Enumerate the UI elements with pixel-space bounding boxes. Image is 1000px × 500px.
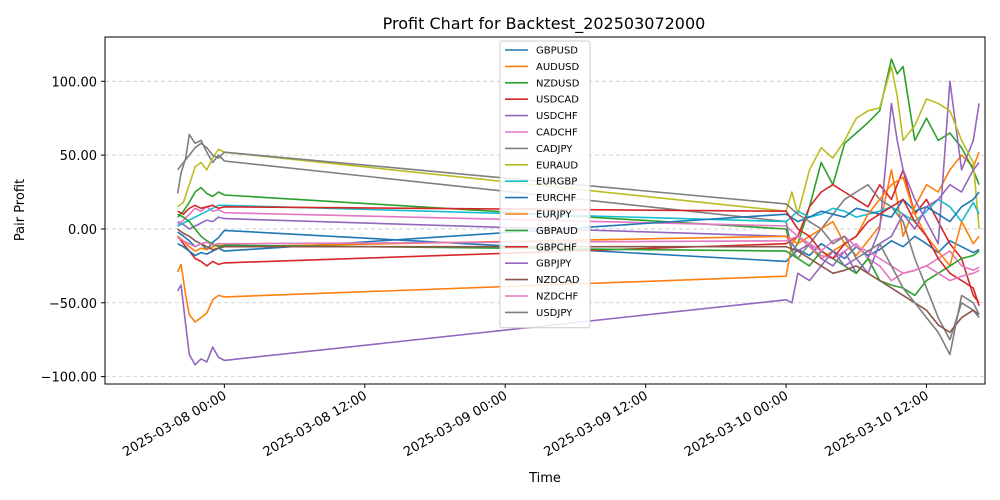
legend-label: GBPAUD <box>536 226 578 237</box>
series-line-usdjpy <box>176 142 980 356</box>
legend-label: NZDCHF <box>536 292 579 303</box>
legend-label: USDJPY <box>536 308 573 319</box>
legend-box <box>499 40 591 329</box>
legend-label: GBPUSD <box>536 46 578 57</box>
y-tick-label: 0.00 <box>68 223 97 238</box>
y-tick-label: −50.00 <box>49 297 97 312</box>
y-tick-label: 50.00 <box>60 149 97 164</box>
legend-label: EURAUD <box>536 160 578 171</box>
legend-label: CADJPY <box>536 144 573 155</box>
legend-label: CADCHF <box>536 128 578 139</box>
series-layer <box>176 58 980 366</box>
legend-label: EURJPY <box>536 210 572 221</box>
series-line-usdcad <box>176 169 980 304</box>
legend-label: EURGBP <box>536 177 577 188</box>
series-line-euraud <box>177 65 980 230</box>
series-line-eurjpy <box>177 176 980 267</box>
series-line-eurgbp <box>177 198 980 227</box>
legend-label: EURCHF <box>536 193 577 204</box>
axes-frame <box>104 36 986 385</box>
legend-label: AUDUSD <box>536 62 580 73</box>
series-line-nzdcad <box>177 228 980 334</box>
chart-title: Profit Chart for Backtest_202503072000 <box>383 14 706 34</box>
legend-label: NZDUSD <box>536 78 580 89</box>
y-axis-label: Pair Profit <box>13 179 28 241</box>
legend-label: GBPJPY <box>536 259 572 270</box>
x-axis-label: Time <box>528 471 561 486</box>
plot-area <box>176 58 980 366</box>
series-line-gbpchf <box>177 198 980 306</box>
series-line-eurchf <box>177 191 980 257</box>
legend: GBPUSD AUDUSD NZDUSD USDCAD USDCHF CADCHF CADJ… <box>499 40 591 329</box>
series-line-nzdchf <box>177 235 980 282</box>
y-tick-label: −100.00 <box>41 371 97 386</box>
y-tick-label: 100.00 <box>52 75 98 90</box>
y-axis: −100.00 −50.00 0.00 50.00 100.00 <box>41 75 105 386</box>
legend-label: NZDCAD <box>536 275 580 286</box>
legend-label: USDCHF <box>536 111 578 122</box>
legend-label: USDCAD <box>536 95 579 106</box>
legend-label: GBPCHF <box>536 242 577 253</box>
